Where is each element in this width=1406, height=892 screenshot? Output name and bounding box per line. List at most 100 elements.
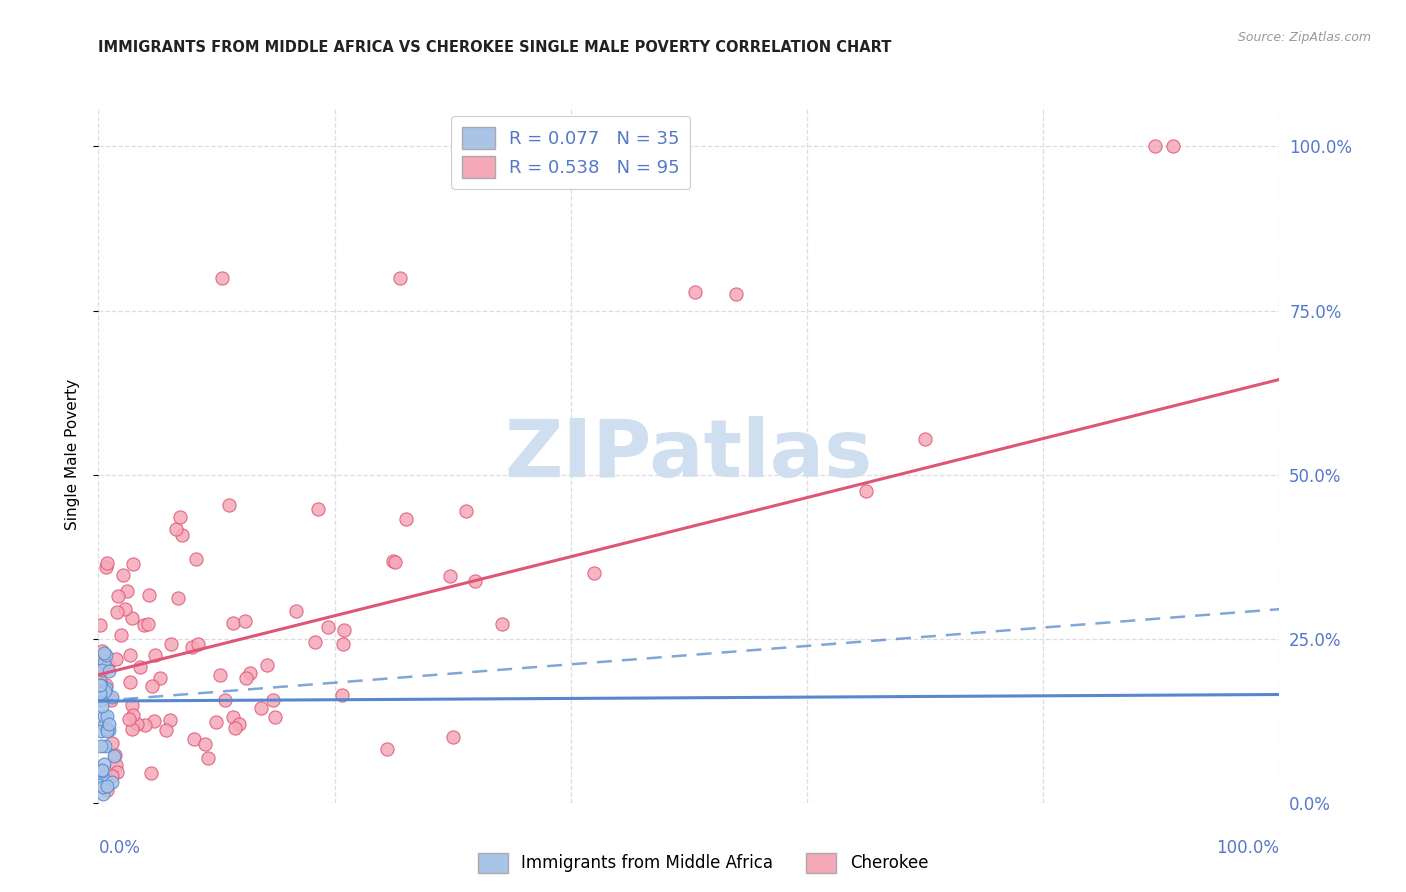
Point: [456, 504, 478, 518]
Point: [91, 660, 114, 674]
Text: IMMIGRANTS FROM MIDDLE AFRICA VS CHEROKEE SINGLE MALE POVERTY CORRELATION CHART: IMMIGRANTS FROM MIDDLE AFRICA VS CHEROKE…: [98, 40, 891, 55]
Point: [194, 737, 217, 751]
Point: [159, 637, 181, 651]
Point: [101, 769, 124, 783]
Point: [103, 749, 125, 764]
Point: [235, 671, 257, 685]
Point: [91, 764, 114, 779]
Point: [285, 604, 308, 618]
Point: [197, 751, 219, 765]
Point: [96, 560, 118, 574]
Point: [375, 742, 398, 756]
Point: [89, 678, 111, 692]
Point: [138, 588, 160, 602]
Point: [100, 736, 122, 750]
Point: [93, 718, 115, 732]
Point: [114, 602, 136, 616]
Point: [382, 554, 405, 568]
Point: [110, 627, 132, 641]
Point: [143, 648, 166, 662]
Point: [211, 270, 233, 285]
Point: [118, 712, 141, 726]
Legend: R = 0.077   N = 35, R = 0.538   N = 95: R = 0.077 N = 35, R = 0.538 N = 95: [451, 116, 690, 189]
Point: [167, 591, 190, 606]
Y-axis label: Single Male Poverty: Single Male Poverty: [65, 379, 80, 531]
Point: [222, 709, 245, 723]
Point: [141, 679, 163, 693]
Point: [1161, 139, 1184, 153]
Point: [89, 617, 111, 632]
Point: [101, 690, 124, 704]
Point: [94, 684, 117, 698]
Point: [441, 730, 464, 744]
Point: [683, 285, 706, 300]
Point: [256, 658, 278, 673]
Text: Source: ZipAtlas.com: Source: ZipAtlas.com: [1237, 31, 1371, 45]
Point: [89, 778, 111, 792]
Point: [187, 637, 209, 651]
Point: [97, 657, 120, 671]
Point: [105, 605, 128, 619]
Point: [94, 648, 117, 662]
Point: [89, 673, 111, 688]
Point: [94, 739, 117, 753]
Point: [439, 569, 461, 583]
Point: [914, 432, 936, 446]
Point: [112, 567, 135, 582]
Point: [149, 672, 172, 686]
Point: [582, 566, 605, 580]
Point: [491, 617, 513, 632]
Text: ZIPatlas: ZIPatlas: [505, 416, 873, 494]
Point: [139, 765, 162, 780]
Point: [100, 693, 122, 707]
Point: [91, 699, 114, 714]
Legend: Immigrants from Middle Africa, Cherokee: Immigrants from Middle Africa, Cherokee: [471, 847, 935, 880]
Point: [134, 718, 156, 732]
Point: [104, 652, 127, 666]
Point: [186, 551, 208, 566]
Point: [181, 640, 204, 654]
Point: [330, 689, 353, 703]
Point: [98, 723, 121, 737]
Point: [90, 739, 112, 753]
Point: [96, 724, 118, 739]
Point: [93, 655, 115, 669]
Point: [249, 701, 271, 715]
Point: [91, 644, 114, 658]
Point: [96, 723, 118, 737]
Point: [169, 509, 191, 524]
Point: [107, 590, 129, 604]
Point: [332, 637, 354, 651]
Point: [91, 787, 114, 801]
Point: [89, 682, 111, 697]
Point: [725, 287, 748, 301]
Point: [125, 717, 148, 731]
Point: [142, 714, 165, 728]
Point: [120, 648, 142, 662]
Point: [91, 770, 114, 784]
Point: [121, 610, 143, 624]
Point: [384, 555, 406, 569]
Point: [395, 512, 418, 526]
Point: [90, 693, 112, 707]
Point: [262, 692, 284, 706]
Point: [224, 721, 246, 735]
Point: [307, 501, 329, 516]
Point: [129, 660, 152, 674]
Point: [96, 708, 118, 723]
Point: [104, 747, 127, 762]
Point: [855, 483, 877, 498]
Point: [96, 782, 118, 797]
Point: [235, 614, 257, 628]
Point: [96, 556, 118, 570]
Point: [91, 663, 114, 677]
Point: [228, 717, 250, 731]
Point: [214, 692, 236, 706]
Point: [239, 666, 262, 681]
Point: [120, 674, 142, 689]
Point: [333, 623, 356, 637]
Point: [98, 717, 121, 731]
Point: [91, 774, 114, 789]
Text: 0.0%: 0.0%: [98, 838, 141, 857]
Point: [89, 686, 111, 700]
